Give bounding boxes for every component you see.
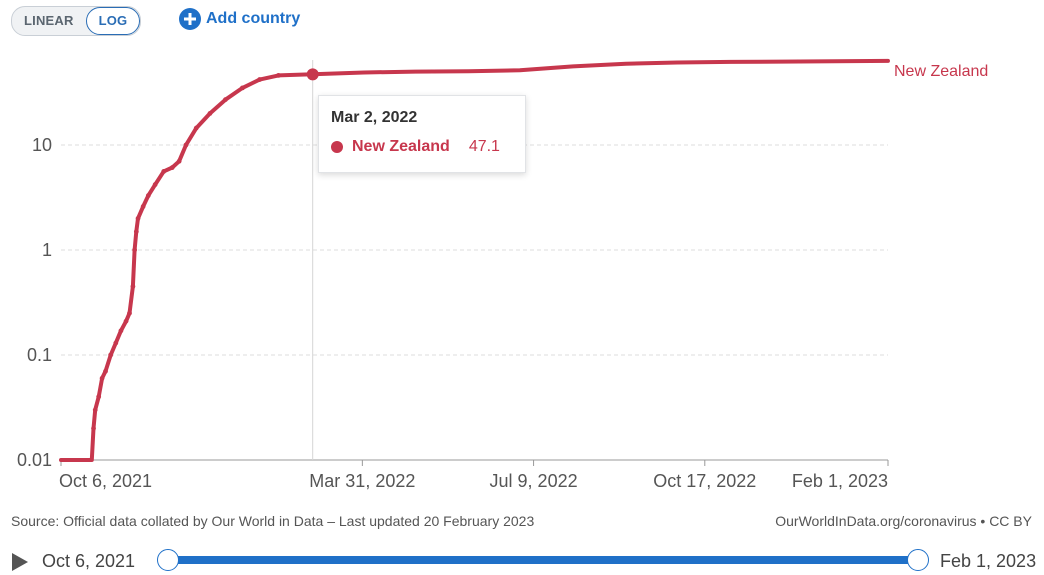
data-point bbox=[152, 182, 158, 187]
highlight-point bbox=[306, 68, 319, 81]
timeline: Oct 6, 2021 Feb 1, 2023 bbox=[0, 545, 1044, 575]
data-point bbox=[99, 375, 105, 381]
play-icon[interactable] bbox=[12, 553, 28, 571]
log-scale-button[interactable]: LOG bbox=[85, 7, 141, 35]
x-tick-label: Oct 6, 2021 bbox=[59, 471, 152, 491]
data-point bbox=[257, 77, 263, 82]
tooltip: Mar 2, 2022 New Zealand 47.1 bbox=[318, 95, 526, 173]
y-tick-label: 1 bbox=[42, 240, 52, 260]
data-point bbox=[92, 407, 98, 413]
data-point bbox=[276, 73, 281, 78]
grid bbox=[61, 144, 888, 356]
timeline-track[interactable] bbox=[167, 556, 917, 564]
tooltip-series-dot bbox=[331, 141, 343, 153]
data-point bbox=[240, 85, 245, 91]
add-country-button[interactable]: Add country bbox=[178, 7, 300, 31]
plus-circle-icon bbox=[179, 8, 201, 30]
data-point bbox=[118, 328, 124, 334]
data-point bbox=[103, 368, 108, 374]
series-label: New Zealand bbox=[894, 63, 988, 80]
data-point bbox=[133, 229, 139, 234]
data-point bbox=[176, 158, 182, 164]
timeline-start-label: Oct 6, 2021 bbox=[42, 551, 136, 571]
timeline-end-label: Feb 1, 2023 bbox=[940, 551, 1037, 571]
x-tick-label: Oct 17, 2022 bbox=[653, 471, 756, 491]
timeline-start-handle[interactable] bbox=[157, 549, 179, 571]
data-point bbox=[145, 193, 151, 198]
data-point bbox=[113, 340, 119, 346]
x-tick-label: Feb 1, 2023 bbox=[792, 471, 888, 491]
y-tick-label: 10 bbox=[32, 135, 52, 155]
data-point bbox=[140, 204, 146, 209]
data-point bbox=[135, 215, 141, 221]
source-note: Source: Official data collated by Our Wo… bbox=[11, 513, 535, 529]
data-point bbox=[132, 247, 138, 253]
series-group: New Zealand bbox=[59, 58, 988, 462]
credit-link[interactable]: OurWorldInData.org/coronavirus • CC BY bbox=[775, 513, 1032, 529]
data-point bbox=[127, 310, 132, 316]
data-point bbox=[161, 169, 167, 174]
tooltip-series-name: New Zealand bbox=[352, 138, 450, 155]
data-point bbox=[130, 284, 136, 289]
data-point bbox=[96, 394, 102, 400]
linear-scale-button[interactable]: LINEAR bbox=[24, 13, 74, 28]
y-tick-label: 0.1 bbox=[27, 345, 52, 365]
timeline-end-handle[interactable] bbox=[907, 549, 929, 571]
data-point bbox=[91, 425, 96, 431]
data-point bbox=[207, 110, 213, 116]
y-axis: 0.01 0.1 1 10 bbox=[17, 135, 52, 470]
x-tick-label: Mar 31, 2022 bbox=[309, 471, 415, 491]
data-point bbox=[123, 318, 129, 324]
data-point bbox=[193, 125, 199, 131]
y-tick-label: 0.01 bbox=[17, 450, 52, 470]
line-chart: 0.01 0.1 1 10 Oct 6, 2021 Mar 31, 2022 Jul 9,… bbox=[17, 58, 988, 491]
x-axis: Oct 6, 2021 Mar 31, 2022 Jul 9, 2022 Oct 17… bbox=[59, 459, 889, 491]
data-point bbox=[108, 352, 114, 358]
data-point bbox=[169, 165, 175, 170]
tooltip-value: 47.1 bbox=[468, 138, 500, 155]
add-country-label: Add country bbox=[206, 10, 301, 27]
data-point bbox=[183, 142, 189, 148]
tooltip-date: Mar 2, 2022 bbox=[331, 109, 418, 126]
scale-toggle: LINEAR LOG bbox=[11, 6, 142, 36]
x-tick-label: Jul 9, 2022 bbox=[490, 471, 578, 491]
data-point bbox=[222, 97, 228, 103]
